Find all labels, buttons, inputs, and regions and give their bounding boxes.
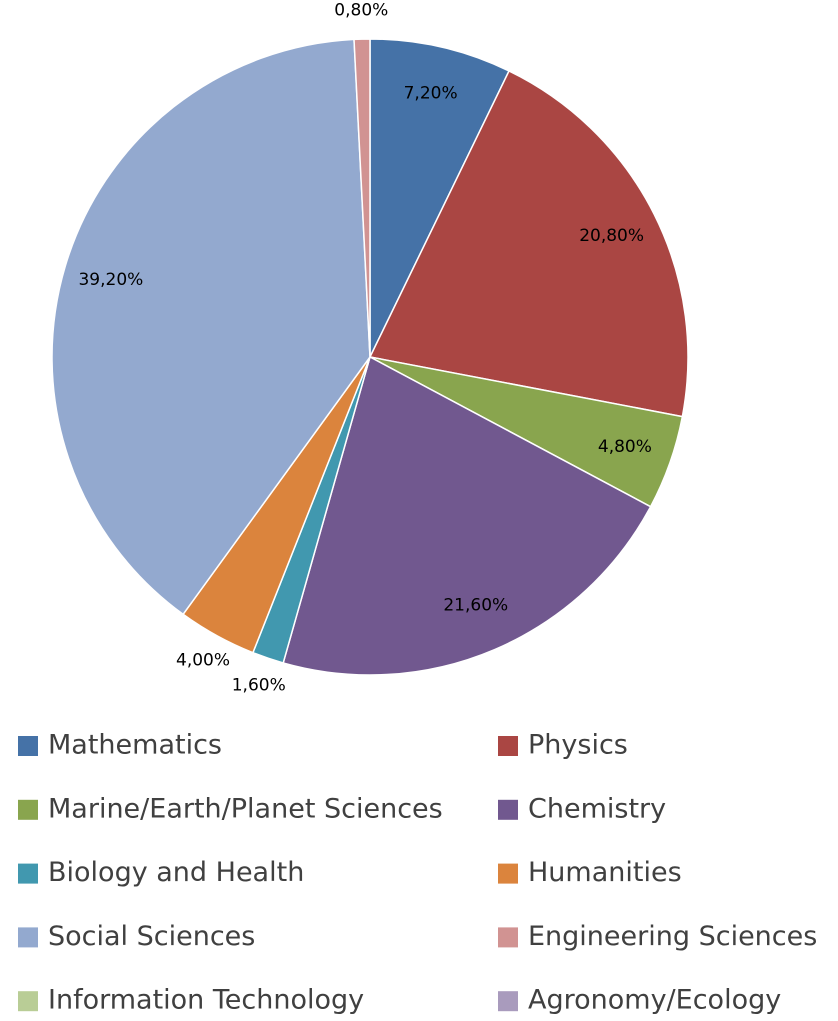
data-label: 20,80% <box>579 226 644 246</box>
pie-slice <box>282 355 652 676</box>
legend-swatch <box>18 863 38 884</box>
legend-swatch <box>498 863 518 884</box>
legend-swatch <box>498 927 518 948</box>
data-label: 4,00% <box>176 651 230 671</box>
pie-slice <box>369 38 511 358</box>
legend-swatch <box>18 927 38 948</box>
legend-label: Physics <box>528 730 628 761</box>
data-label: 4,80% <box>598 437 652 457</box>
legend-label: Social Sciences <box>48 921 255 952</box>
data-label: 0,80% <box>334 0 388 20</box>
legend-label: Chemistry <box>528 793 666 824</box>
pie-slice <box>51 38 371 616</box>
legend-swatch <box>498 736 518 756</box>
legend-swatch <box>18 991 38 1012</box>
legend-swatch <box>18 736 38 756</box>
data-label: 7,20% <box>404 84 458 104</box>
legend-label: Agronomy/Ecology <box>528 985 781 1016</box>
pie-slice <box>368 69 689 418</box>
legend-swatch <box>18 799 38 820</box>
legend-swatch <box>498 799 518 820</box>
legend-swatch <box>498 991 518 1012</box>
data-label: 1,60% <box>232 675 286 695</box>
legend-label: Marine/Earth/Planet Sciences <box>48 793 443 824</box>
legend-label: Humanities <box>528 857 682 888</box>
legend-label: Mathematics <box>48 730 222 761</box>
data-label: 21,60% <box>443 596 508 616</box>
legend-label: Information Technology <box>48 985 364 1016</box>
legend-label: Engineering Sciences <box>528 921 817 952</box>
legend-label: Biology and Health <box>48 857 304 888</box>
data-label: 39,20% <box>78 270 143 290</box>
pie-slice <box>353 38 371 358</box>
